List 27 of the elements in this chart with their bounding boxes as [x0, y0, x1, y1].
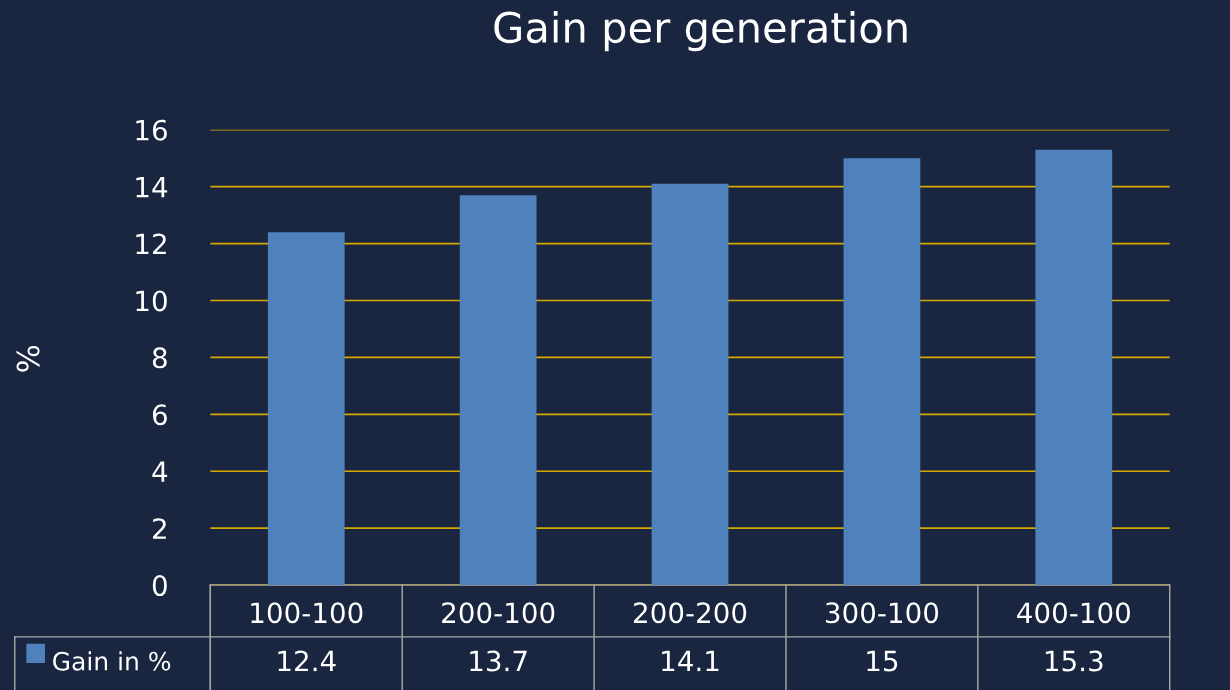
- chart-title: Gain per generation: [494, 10, 907, 52]
- bar: [267, 232, 345, 586]
- data-label: 12.4: [278, 650, 336, 672]
- y-tick-label: 2: [153, 518, 166, 539]
- x-tick-label: 400-100: [1017, 602, 1130, 624]
- y-tick-label: 10: [136, 290, 167, 312]
- legend-label: Gain in %: [53, 651, 171, 671]
- data-label: 15: [867, 650, 898, 672]
- y-tick-label: 0: [152, 575, 167, 597]
- x-tick-label: 200-200: [634, 602, 747, 624]
- x-tick-label: 300-100: [826, 602, 939, 624]
- x-tick-label: 100-100: [251, 602, 363, 624]
- bar: [843, 158, 921, 586]
- bar: [459, 195, 537, 586]
- y-tick-label: 8: [152, 347, 167, 369]
- bar: [1035, 149, 1113, 586]
- y-tick-label: 12: [136, 233, 166, 255]
- data-label: 14.1: [662, 650, 719, 672]
- y-tick-label: 14: [136, 176, 168, 198]
- y-tick-label: 6: [152, 404, 167, 426]
- y-tick-label: 4: [152, 461, 168, 482]
- y-axis-title: %: [16, 345, 40, 372]
- data-label: 13.7: [470, 650, 527, 672]
- x-tick-label: 200-100: [442, 602, 555, 624]
- data-label: 15.3: [1045, 650, 1103, 672]
- bar: [651, 183, 729, 586]
- y-tick-label: 16: [136, 119, 167, 141]
